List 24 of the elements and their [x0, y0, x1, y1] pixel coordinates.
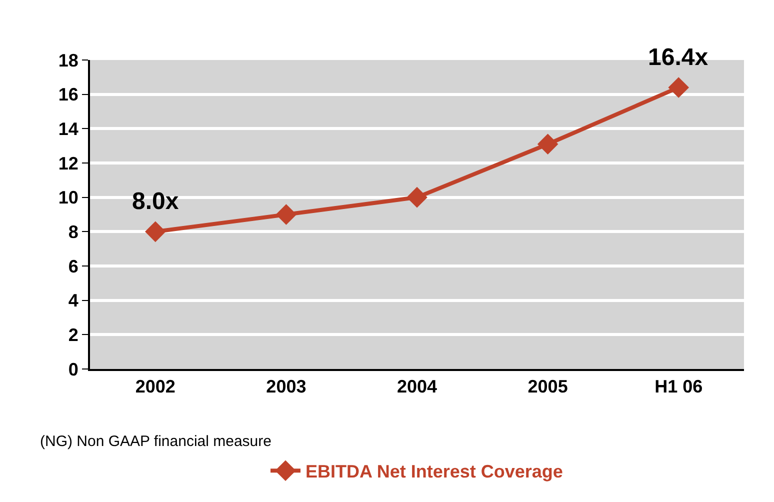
x-tick-label: 2002: [135, 376, 176, 397]
x-tick-label: 2004: [396, 376, 438, 397]
annotation: 8.0x: [132, 188, 180, 215]
y-tick-label: 8: [68, 222, 78, 242]
y-tick-label: 14: [58, 118, 78, 139]
legend-label: EBITDA Net Interest Coverage: [306, 462, 563, 482]
point: [276, 204, 297, 225]
y-tick-label: 4: [68, 290, 78, 311]
point: [406, 186, 428, 208]
annotation: 16.4x: [648, 44, 709, 71]
y-tick-label: 6: [68, 256, 78, 276]
x-tick-label: H1 06: [654, 376, 703, 397]
y-tick-label: 10: [58, 188, 78, 208]
y-tick-label: 12: [58, 153, 78, 174]
point: [668, 77, 689, 98]
y-tick-label: 0: [68, 359, 78, 380]
x-tick-label: 2003: [266, 376, 306, 397]
point: [537, 134, 558, 155]
y-tick-label: 18: [58, 50, 78, 70]
x-tick-label: 2005: [528, 376, 568, 397]
y-tick-label: 16: [58, 84, 78, 105]
text: (NG) Non GAAP financial measure: [40, 433, 272, 450]
point: [145, 221, 166, 242]
y-tick-label: 2: [68, 324, 78, 345]
